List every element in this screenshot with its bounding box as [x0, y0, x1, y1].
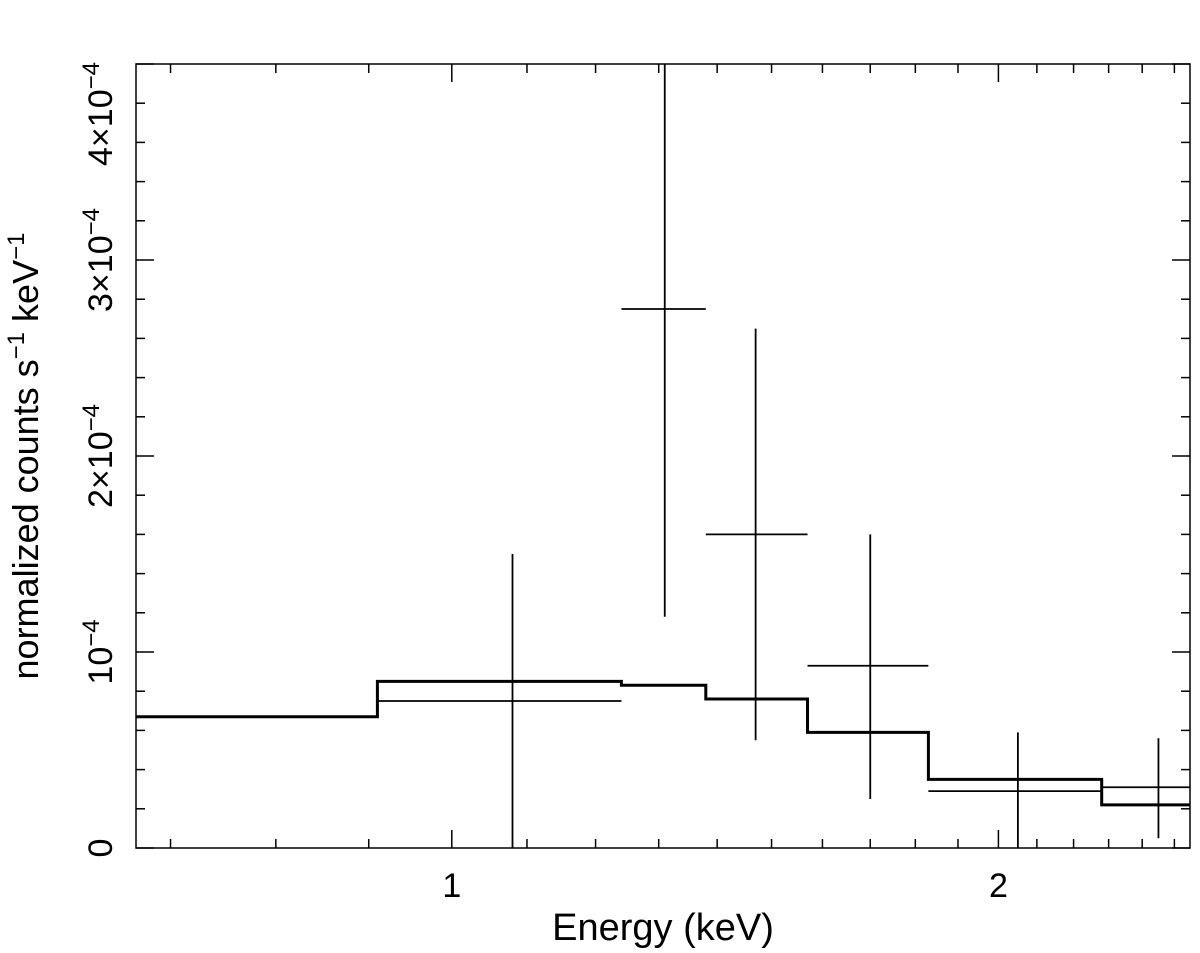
data-point — [621, 64, 706, 617]
data-point — [1101, 738, 1190, 839]
y-tick-label: 4×10−4 — [78, 62, 120, 166]
data-point — [928, 732, 1102, 848]
y-tick-label-base: 4×10 — [82, 89, 120, 166]
x-tick-label: 2 — [989, 867, 1008, 905]
y-tick-label-base: 2×10 — [82, 431, 120, 508]
y-axis-label-mid: keV — [5, 260, 46, 332]
y-tick-label: 0 — [82, 839, 120, 858]
y-axis-label-sup1: −1 — [3, 332, 30, 359]
y-tick-label-exp: −4 — [78, 208, 105, 235]
y-tick-label: 2×10−4 — [78, 404, 120, 508]
model-step-line — [136, 679, 1190, 807]
y-axis-label-sup2: −1 — [3, 233, 30, 260]
y-tick-label: 10−4 — [78, 619, 120, 684]
x-tick-label: 1 — [442, 867, 461, 905]
marks-layer — [136, 64, 1190, 848]
y-axis-label: normalized counts s−1 keV−1 — [3, 233, 46, 680]
data-point — [705, 328, 808, 741]
data-point — [377, 554, 622, 848]
plot-frame — [135, 63, 1191, 849]
x-axis-label: Energy (keV) — [552, 907, 774, 949]
y-tick-label-exp: −4 — [78, 619, 105, 646]
y-tick-label-exp: −4 — [78, 62, 105, 89]
data-point — [807, 534, 929, 799]
y-axis-label-base: normalized counts s — [5, 359, 46, 679]
y-tick-label-exp: −4 — [78, 404, 105, 431]
y-tick-label-base: 10 — [82, 647, 120, 685]
y-tick-label-base: 3×10 — [82, 235, 120, 312]
y-tick-label: 3×10−4 — [78, 208, 120, 312]
